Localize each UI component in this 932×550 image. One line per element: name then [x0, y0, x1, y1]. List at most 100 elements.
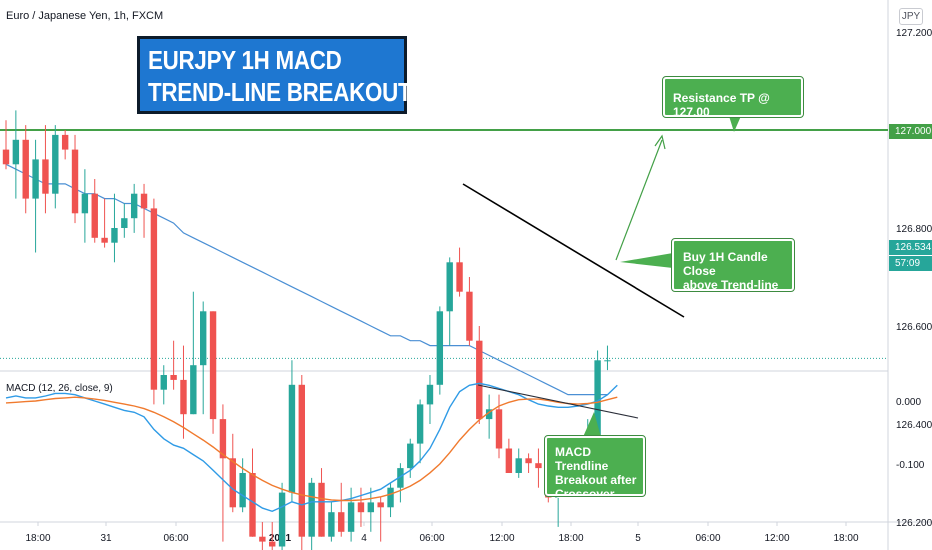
macd-callout-pointer: [583, 412, 601, 437]
candle-body-34: [338, 512, 345, 532]
candle-body-39: [387, 487, 394, 508]
candle-body-27: [269, 541, 276, 547]
title-line-2: TREND-LINE BREAKOUT: [148, 77, 412, 107]
resistance-callout-pointer: [729, 116, 741, 132]
price-tick-1: 127.200: [896, 28, 932, 39]
time-tick-1: 31: [100, 533, 112, 544]
buy-callout: Buy 1H Candle Close above Trend-line: [671, 238, 795, 292]
time-tick-7: 18:00: [558, 533, 583, 544]
candle-body-51: [505, 448, 513, 473]
buy-callout-line-2: above Trend-line: [683, 278, 779, 292]
candle-body-2: [22, 139, 29, 199]
candle-body-38: [377, 502, 384, 508]
time-tick-11: 18:00: [833, 533, 858, 544]
time-tick-9: 06:00: [695, 533, 720, 544]
candle-body-6: [61, 134, 69, 150]
resistance-callout: Resistance TP @ 127.00: [662, 76, 804, 119]
resistance-price-label: 127.000: [889, 124, 932, 139]
candle-body-48: [476, 340, 483, 420]
candle-body-10: [101, 237, 108, 243]
candle-body-40: [397, 468, 404, 488]
candle-body-44: [436, 311, 444, 385]
candle-body-46: [456, 262, 463, 292]
symbol-header: Euro / Japanese Yen, 1h, FXCM: [6, 10, 164, 22]
candle-body-41: [407, 443, 414, 469]
macd-callout-line-2: Breakout after: [555, 473, 637, 487]
candle-body-28: [278, 492, 286, 547]
price-trendline: [462, 183, 685, 318]
macd-series-1: [5, 396, 618, 502]
candle-body-14: [140, 193, 148, 209]
candle-body-7: [71, 149, 79, 214]
candle-body-1: [12, 139, 20, 165]
time-tick-10: 12:00: [764, 533, 789, 544]
candle-body-11: [111, 228, 118, 243]
time-tick-6: 12:00: [489, 533, 514, 544]
candle-body-17: [170, 375, 177, 380]
candle-body-47: [466, 291, 473, 341]
target-arrow-line: [615, 139, 663, 261]
price-tick-6: 126.200: [896, 518, 932, 529]
candle-body-60: [594, 360, 601, 439]
candle-body-22: [219, 419, 227, 459]
candle-body-4: [42, 159, 49, 194]
candle-body-5: [52, 134, 59, 194]
price-tick-3: 126.800: [896, 224, 932, 235]
macd-indicator-label[interactable]: MACD (12, 26, close, 9): [6, 383, 113, 394]
candle-body-18: [180, 379, 187, 415]
macd-tick-1: -0.100: [896, 460, 925, 471]
candle-body-20: [200, 311, 207, 366]
candle-body-16: [160, 375, 167, 390]
target-arrow-head: [654, 134, 666, 150]
candle-body-24: [239, 473, 246, 508]
buy-callout-line-1: Buy 1H Candle Close: [683, 250, 768, 278]
resistance-callout-text: Resistance TP @ 127.00: [673, 91, 770, 119]
candle-body-26: [259, 536, 266, 542]
time-tick-5: 06:00: [419, 533, 444, 544]
countdown-label: 57:09: [889, 256, 932, 271]
candle-body-32: [318, 482, 325, 537]
macd-trendline: [477, 384, 639, 419]
macd-callout-line-3: Crossover: [555, 487, 615, 501]
macd-tick-0: 0.000: [896, 397, 921, 408]
chart-title-box: EURJPY 1H MACD TREND-LINE BREAKOUT: [137, 36, 412, 114]
candle-body-29: [288, 384, 296, 493]
price-tick-5: 126.400: [896, 420, 932, 431]
buy-callout-pointer: [620, 253, 673, 268]
candle-body-45: [446, 262, 453, 312]
macd-callout-line-1: MACD Trendline: [555, 445, 609, 473]
moving-average-line: [5, 163, 608, 396]
candle-body-36: [357, 502, 365, 513]
candle-body-25: [249, 473, 256, 537]
candle-body-0: [2, 149, 10, 165]
candle-body-19: [190, 365, 197, 415]
candle-body-9: [91, 193, 98, 238]
macd-callout: MACD Trendline Breakout after Crossover: [544, 435, 646, 501]
last-price-label: 126.534: [889, 240, 932, 255]
candle-body-21: [209, 311, 217, 420]
time-tick-0: 18:00: [25, 533, 50, 544]
candle-body-50: [495, 409, 503, 449]
candle-body-42: [416, 404, 424, 444]
price-tick-4: 126.600: [896, 322, 932, 333]
currency-button[interactable]: JPY: [899, 8, 923, 25]
candle-body-52: [515, 458, 522, 473]
candle-body-35: [347, 502, 355, 532]
candle-body-33: [328, 512, 335, 537]
candle-body-13: [130, 193, 138, 219]
macd-series-0: [5, 382, 618, 513]
candle-body-37: [367, 502, 375, 513]
candle-body-43: [426, 384, 434, 405]
time-tick-8: 5: [635, 533, 641, 544]
candle-body-15: [150, 208, 158, 390]
candle-body-8: [81, 193, 89, 214]
candle-body-49: [485, 409, 493, 420]
time-tick-2: 06:00: [163, 533, 188, 544]
candle-body-30: [298, 384, 305, 537]
candle-body-54: [535, 463, 542, 469]
title-line-1: EURJPY 1H MACD: [148, 45, 342, 75]
time-tick-4: 4: [361, 533, 367, 544]
candle-body-23: [229, 458, 236, 508]
candle-body-12: [121, 218, 128, 228]
